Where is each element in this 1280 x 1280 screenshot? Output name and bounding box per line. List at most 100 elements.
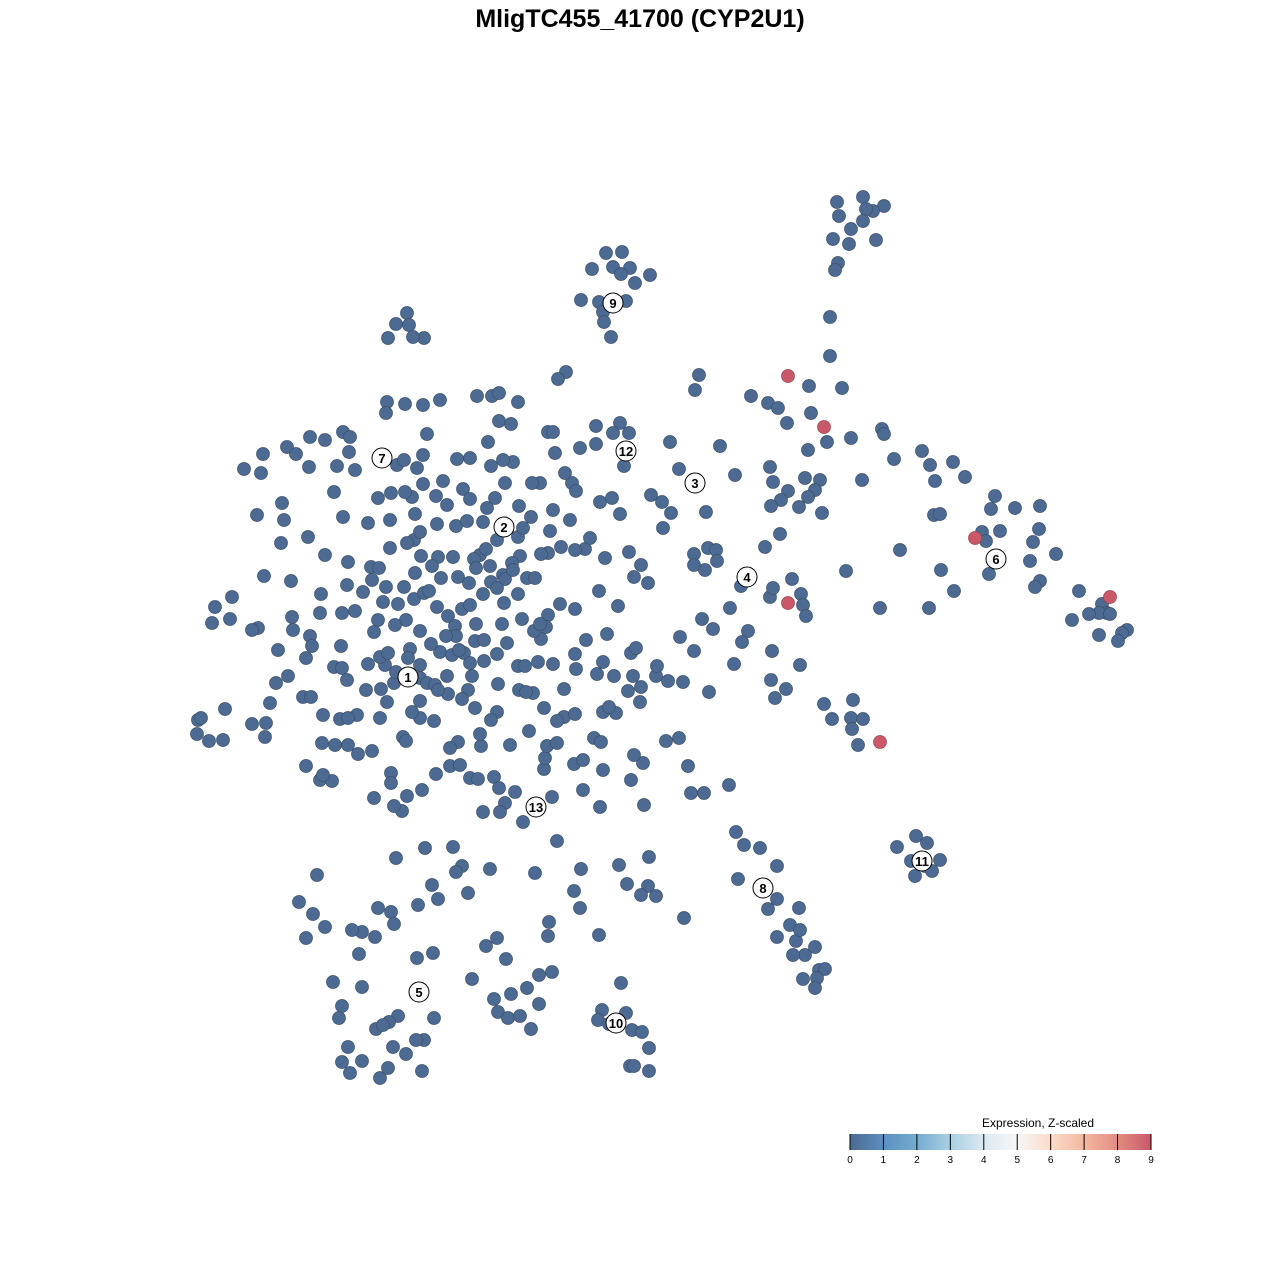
points-layer: [190, 190, 1134, 1085]
data-point: [713, 439, 727, 453]
data-point: [515, 612, 529, 626]
data-point: [869, 233, 883, 247]
data-point: [365, 573, 379, 587]
data-point: [546, 425, 560, 439]
data-point: [612, 858, 626, 872]
data-point: [263, 696, 277, 710]
data-point: [424, 637, 438, 651]
data-point: [468, 701, 482, 715]
data-point: [453, 758, 467, 772]
data-point: [371, 901, 385, 915]
data-point: [692, 368, 706, 382]
data-point: [735, 635, 749, 649]
data-point: [463, 451, 477, 465]
data-point: [538, 751, 552, 765]
data-point: [340, 673, 354, 687]
data-point: [490, 581, 504, 595]
data-point: [597, 315, 611, 329]
data-point: [744, 389, 758, 403]
data-point: [573, 441, 587, 455]
data-point: [681, 759, 695, 773]
data-point: [877, 427, 891, 441]
data-point: [451, 570, 465, 584]
data-point: [492, 781, 506, 795]
data-point: [873, 735, 887, 749]
data-point: [202, 734, 216, 748]
data-point: [589, 419, 603, 433]
data-point: [533, 617, 547, 631]
data-point: [553, 597, 567, 611]
data-point: [471, 772, 485, 786]
data-point: [768, 691, 782, 705]
data-point: [993, 524, 1007, 538]
data-point: [516, 521, 530, 535]
data-point: [245, 623, 259, 637]
data-point: [516, 815, 530, 829]
data-point: [476, 805, 490, 819]
data-point: [413, 694, 427, 708]
data-point: [634, 680, 648, 694]
data-point: [799, 609, 813, 623]
data-point: [407, 592, 421, 606]
cluster-label-text: 13: [529, 800, 543, 815]
data-point: [425, 559, 439, 573]
data-point: [223, 612, 237, 626]
data-point: [443, 741, 457, 755]
data-point: [469, 617, 483, 631]
data-point: [341, 555, 355, 569]
data-point: [856, 190, 870, 204]
data-point: [416, 477, 430, 491]
data-point: [801, 490, 815, 504]
cluster-label-badge: [615, 440, 637, 462]
data-point: [622, 426, 636, 440]
data-point: [798, 471, 812, 485]
data-point: [208, 600, 222, 614]
data-point: [303, 430, 317, 444]
data-point: [352, 947, 366, 961]
data-point: [493, 805, 507, 819]
data-point: [340, 578, 354, 592]
cluster-label-badge: [985, 548, 1007, 570]
data-point: [491, 1005, 505, 1019]
data-point: [410, 461, 424, 475]
data-point: [418, 841, 432, 855]
data-point: [825, 712, 839, 726]
data-point: [753, 841, 767, 855]
data-point: [626, 669, 640, 683]
data-point: [606, 426, 620, 440]
data-point: [613, 416, 627, 430]
data-point: [371, 613, 385, 627]
data-point: [190, 727, 204, 741]
data-point: [644, 488, 658, 502]
colorbar: [850, 1134, 1151, 1150]
data-point: [427, 714, 441, 728]
data-point: [542, 915, 556, 929]
data-point: [532, 997, 546, 1011]
data-point: [430, 517, 444, 531]
data-point: [508, 785, 522, 799]
data-point: [388, 618, 402, 632]
data-point: [497, 596, 511, 610]
cluster-label-text: 1: [404, 670, 411, 685]
data-point: [590, 667, 604, 681]
data-point: [729, 825, 743, 839]
data-point: [318, 920, 332, 934]
data-point: [655, 495, 669, 509]
data-point: [351, 747, 365, 761]
data-point: [528, 866, 542, 880]
data-point: [706, 622, 720, 636]
data-point: [446, 840, 460, 854]
data-point: [376, 595, 390, 609]
data-point: [488, 491, 502, 505]
data-point: [479, 939, 493, 953]
data-point: [218, 702, 232, 716]
data-point: [598, 551, 612, 565]
data-point: [476, 515, 490, 529]
data-point: [546, 657, 560, 671]
data-point: [504, 987, 518, 1001]
data-point: [723, 601, 737, 615]
data-point: [511, 587, 525, 601]
data-point: [826, 232, 840, 246]
legend-tick-label: 1: [881, 1155, 887, 1166]
data-point: [585, 262, 599, 276]
